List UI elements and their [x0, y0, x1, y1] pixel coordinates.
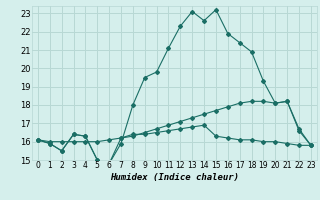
X-axis label: Humidex (Indice chaleur): Humidex (Indice chaleur): [110, 173, 239, 182]
